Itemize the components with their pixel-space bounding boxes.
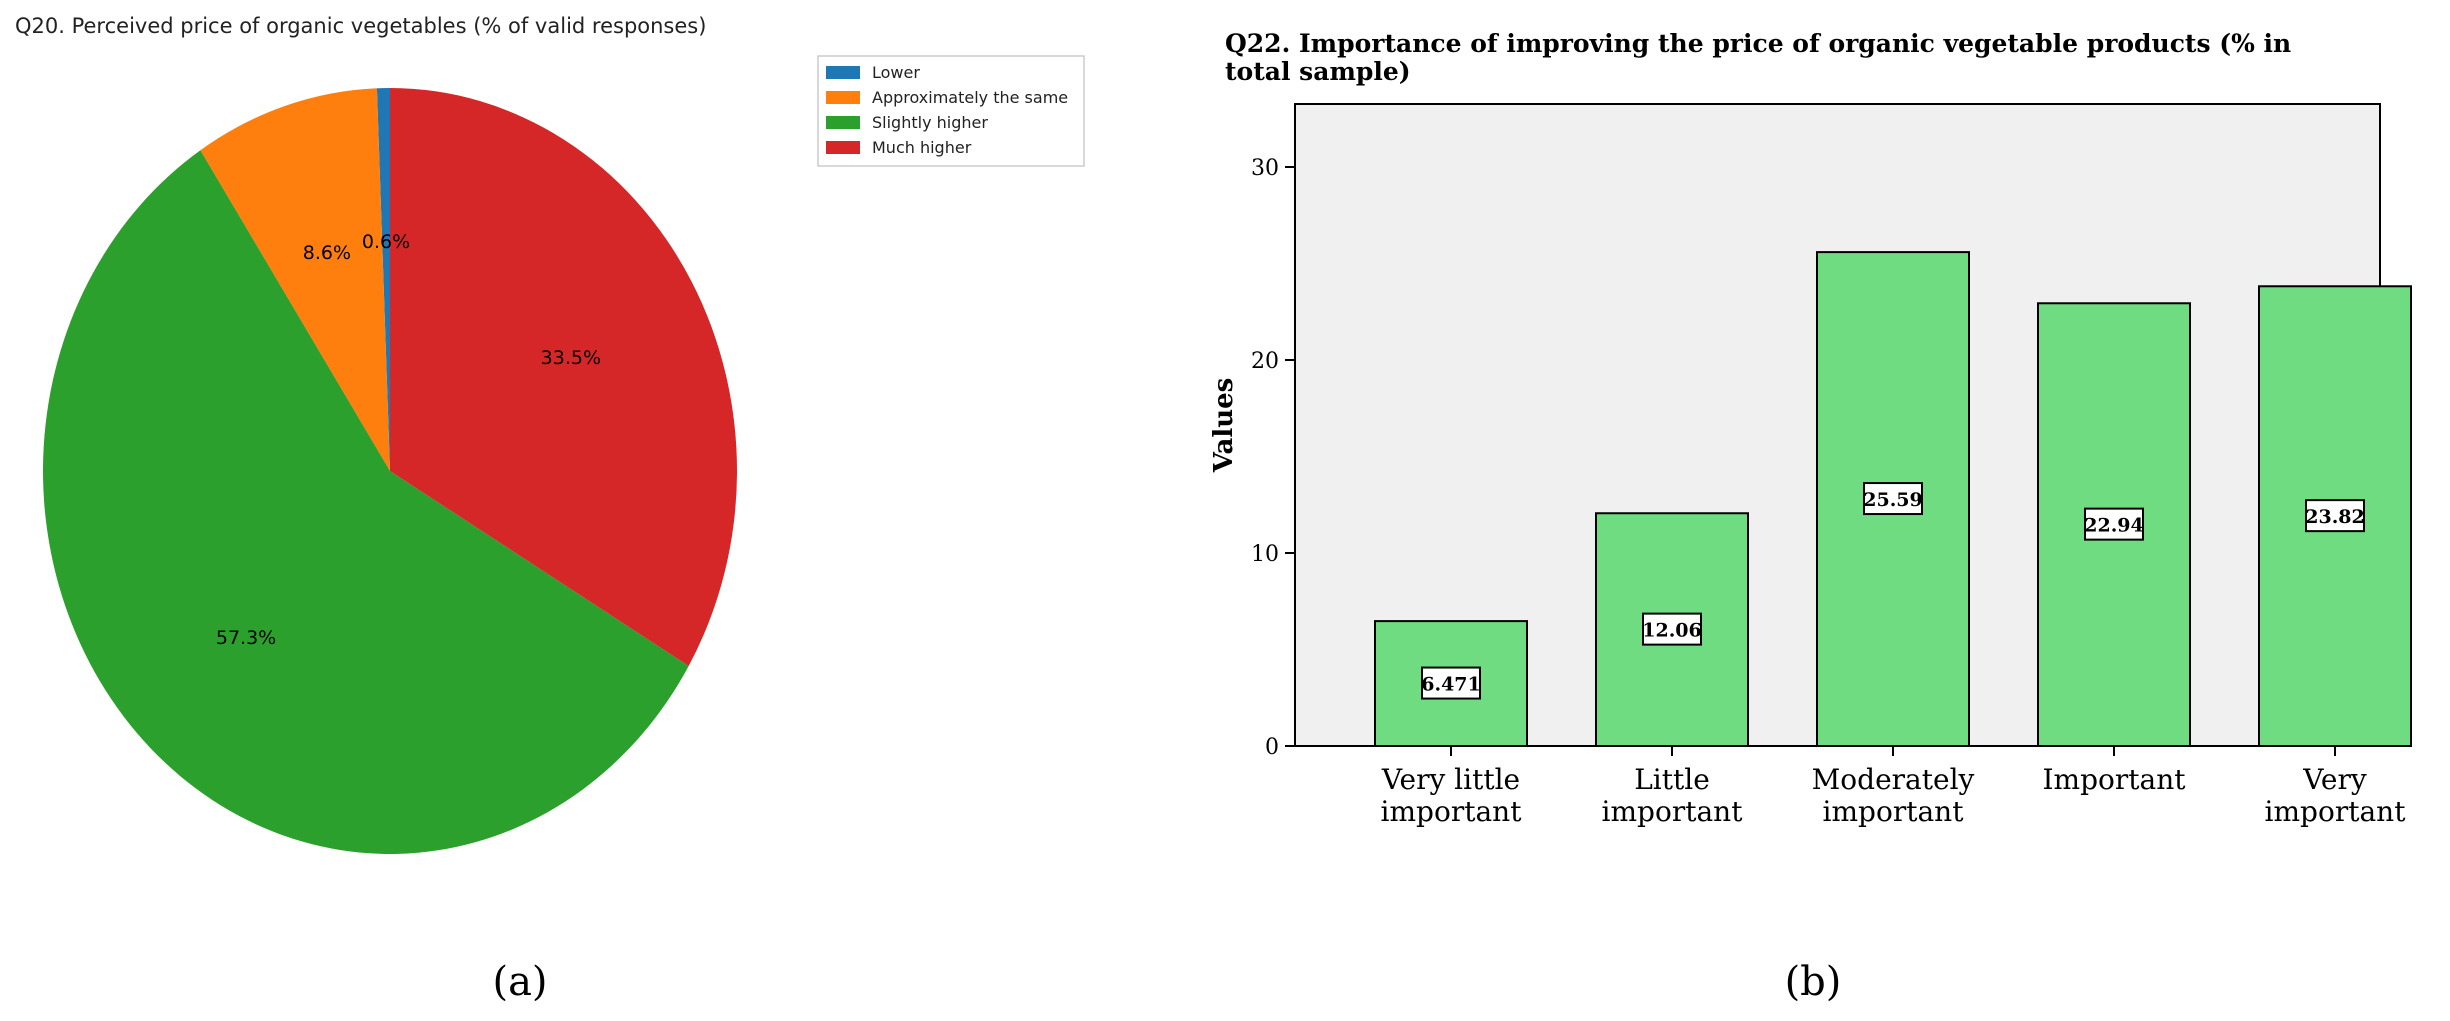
bars: 6.471 12.06 25.59 22.94 23.82: [1374, 251, 2412, 747]
data-label-very-little-important: 6.471: [1421, 674, 1481, 696]
x-tick-label-moderately-important-line-1: Moderately: [1812, 763, 1975, 796]
pie-value-label-slightly-higher: 57.3%: [216, 627, 276, 649]
y-tick-label-20: 20: [1251, 349, 1279, 374]
y-axis: 0 10 20 30: [1251, 156, 1295, 760]
bar-chart-title-line-2: total sample): [1225, 57, 1411, 86]
data-label-moderately-important: 25.59: [1863, 489, 1923, 511]
data-label-box-very-important: [2305, 499, 2365, 533]
data-label-box-moderately-important: [1863, 482, 1923, 516]
data-label-very-important: 23.82: [2305, 506, 2365, 528]
legend-items: Lower Approximately the same Slightly high…: [826, 63, 1068, 157]
pie-slice-much-higher: [390, 88, 738, 666]
legend-label-much-higher: Much higher: [872, 138, 972, 157]
pie-slice-lower: [376, 88, 390, 471]
pie-slice-approximately-the-same: [200, 88, 390, 472]
pie-value-label-lower: 0.6%: [362, 231, 410, 253]
legend-swatch-much-higher: [826, 141, 860, 154]
x-axis: Very littleimportantLittleimportantModer…: [1381, 746, 2407, 828]
data-label-little-important: 12.06: [1642, 620, 1702, 642]
pie-legend: Lower Approximately the same Slightly high…: [817, 55, 1085, 167]
panel-label-b: (b): [1785, 959, 1842, 1005]
pie-value-labels: 0.6% 8.6% 57.3% 33.5%: [216, 231, 601, 649]
legend-label-lower: Lower: [872, 63, 920, 82]
data-label-box-little-important: [1642, 612, 1702, 646]
legend-frame: [817, 55, 1085, 167]
bar-chart-title-line-1: Q22. Importance of improving the price o…: [1225, 29, 2291, 58]
legend-swatch-slightly-higher: [826, 116, 860, 129]
legend-swatch-approximately-the-same: [826, 91, 860, 104]
data-label-important: 22.94: [2084, 515, 2144, 537]
pie-value-label-approximately-the-same: 8.6%: [303, 242, 351, 264]
x-tick-label-moderately-important-line-2: important: [1823, 795, 1965, 828]
x-tick-label-very-little-important-line-2: important: [1381, 795, 1523, 828]
y-tick-label-0: 0: [1265, 735, 1279, 760]
x-tick-label-little-important-line-1: Little: [1634, 763, 1710, 796]
data-label-box-very-little-important: [1421, 666, 1481, 700]
x-tick-label-important-line-1: Important: [2042, 763, 2186, 796]
legend-swatch-lower: [826, 66, 860, 79]
pie-slice-slightly-higher: [43, 150, 689, 854]
y-axis-label: Values: [1209, 378, 1239, 474]
x-tick-label-very-important-line-2: important: [2265, 795, 2407, 828]
legend-label-slightly-higher: Slightly higher: [872, 113, 988, 132]
data-label-box-important: [2084, 507, 2144, 541]
pie-chart-title: Q20. Perceived price of organic vegetabl…: [15, 14, 706, 38]
pie-chart-panel: Q20. Perceived price of organic vegetabl…: [15, 14, 1085, 1005]
legend-label-approximately-the-same: Approximately the same: [872, 88, 1068, 107]
bar-chart-panel: Q22. Importance of improving the price o…: [1209, 29, 2412, 1005]
y-tick-label-30: 30: [1251, 156, 1279, 181]
pie-slices: [43, 88, 738, 854]
y-tick-label-10: 10: [1251, 542, 1279, 567]
x-tick-label-very-important-line-1: Very: [2302, 763, 2367, 796]
panel-label-a: (a): [492, 959, 547, 1005]
pie-value-label-much-higher: 33.5%: [541, 347, 601, 369]
x-tick-label-very-little-important-line-1: Very little: [1381, 763, 1520, 796]
x-tick-label-little-important-line-2: important: [1602, 795, 1744, 828]
